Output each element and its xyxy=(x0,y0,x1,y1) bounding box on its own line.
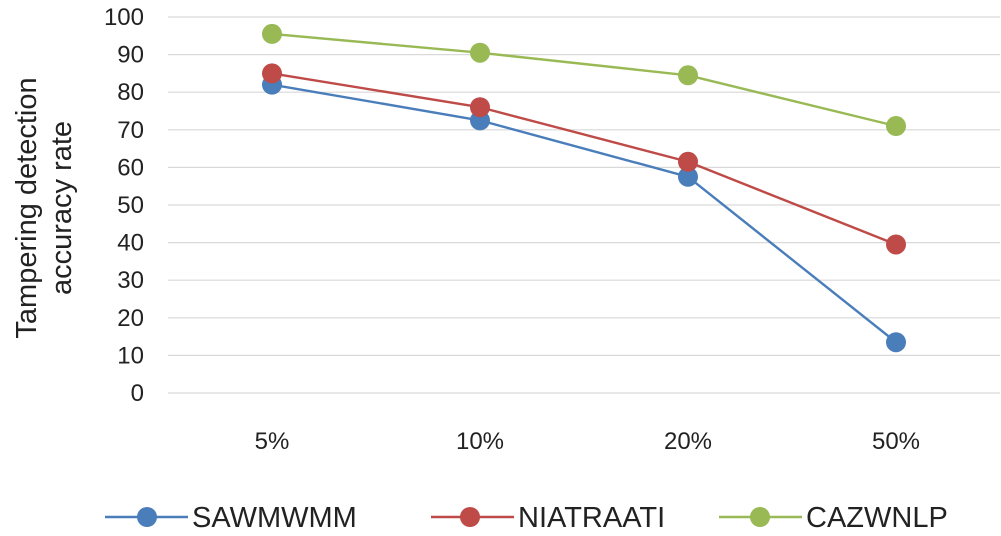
data-point xyxy=(886,332,906,353)
y-tick-label: 60 xyxy=(117,154,144,181)
legend-marker xyxy=(460,507,480,527)
series-line xyxy=(271,72,897,246)
series-line xyxy=(271,83,897,344)
y-axis-title-line-2: accuracy rate xyxy=(46,121,78,295)
data-point xyxy=(262,63,282,84)
legend-label: NIATRAATI xyxy=(518,502,665,534)
legend-marker xyxy=(137,507,157,527)
y-axis-title: Tampering detection accuracy rate xyxy=(11,77,78,338)
series-cazwnlp xyxy=(262,23,906,137)
y-tick-label: 100 xyxy=(104,4,144,31)
data-point xyxy=(886,116,906,137)
y-tick-label: 80 xyxy=(117,79,144,106)
y-axis-title-line-1: Tampering detection xyxy=(11,77,43,338)
x-tick-label: 5% xyxy=(255,428,290,455)
x-tick-label: 10% xyxy=(456,428,504,455)
data-point xyxy=(262,23,282,44)
data-point xyxy=(886,234,906,255)
legend-item-cazwnlp: CAZWNLP xyxy=(719,502,948,534)
data-point xyxy=(470,42,490,63)
data-point xyxy=(678,65,698,86)
y-tick-label: 30 xyxy=(117,267,144,294)
legend: SAWMWMM NIATRAATI CAZWNLP xyxy=(105,502,948,534)
y-tick-label: 40 xyxy=(117,230,144,257)
y-tick-label: 0 xyxy=(131,380,144,407)
y-axis-ticks: 0 10 20 30 40 50 60 70 80 90 100 xyxy=(104,4,144,407)
legend-label: SAWMWMM xyxy=(192,502,357,534)
y-tick-label: 10 xyxy=(117,342,144,369)
series-line xyxy=(271,32,897,128)
y-tick-label: 20 xyxy=(117,305,144,332)
gridlines xyxy=(168,16,1000,394)
series-group xyxy=(262,23,906,353)
legend-label: CAZWNLP xyxy=(806,502,948,534)
x-tick-label: 20% xyxy=(664,428,712,455)
y-tick-label: 70 xyxy=(117,117,144,144)
data-point xyxy=(678,151,698,172)
series-niatraati xyxy=(262,63,906,255)
y-tick-label: 50 xyxy=(117,192,144,219)
data-point xyxy=(678,166,698,187)
series-sawmwmm xyxy=(262,74,906,353)
legend-item-sawmwmm: SAWMWMM xyxy=(105,502,357,534)
legend-item-niatraati: NIATRAATI xyxy=(431,502,665,534)
legend-marker xyxy=(750,507,770,527)
y-tick-label: 90 xyxy=(117,42,144,69)
x-axis-ticks: 5% 10% 20% 50% xyxy=(255,428,920,455)
x-tick-label: 50% xyxy=(872,428,920,455)
data-point xyxy=(470,97,490,118)
